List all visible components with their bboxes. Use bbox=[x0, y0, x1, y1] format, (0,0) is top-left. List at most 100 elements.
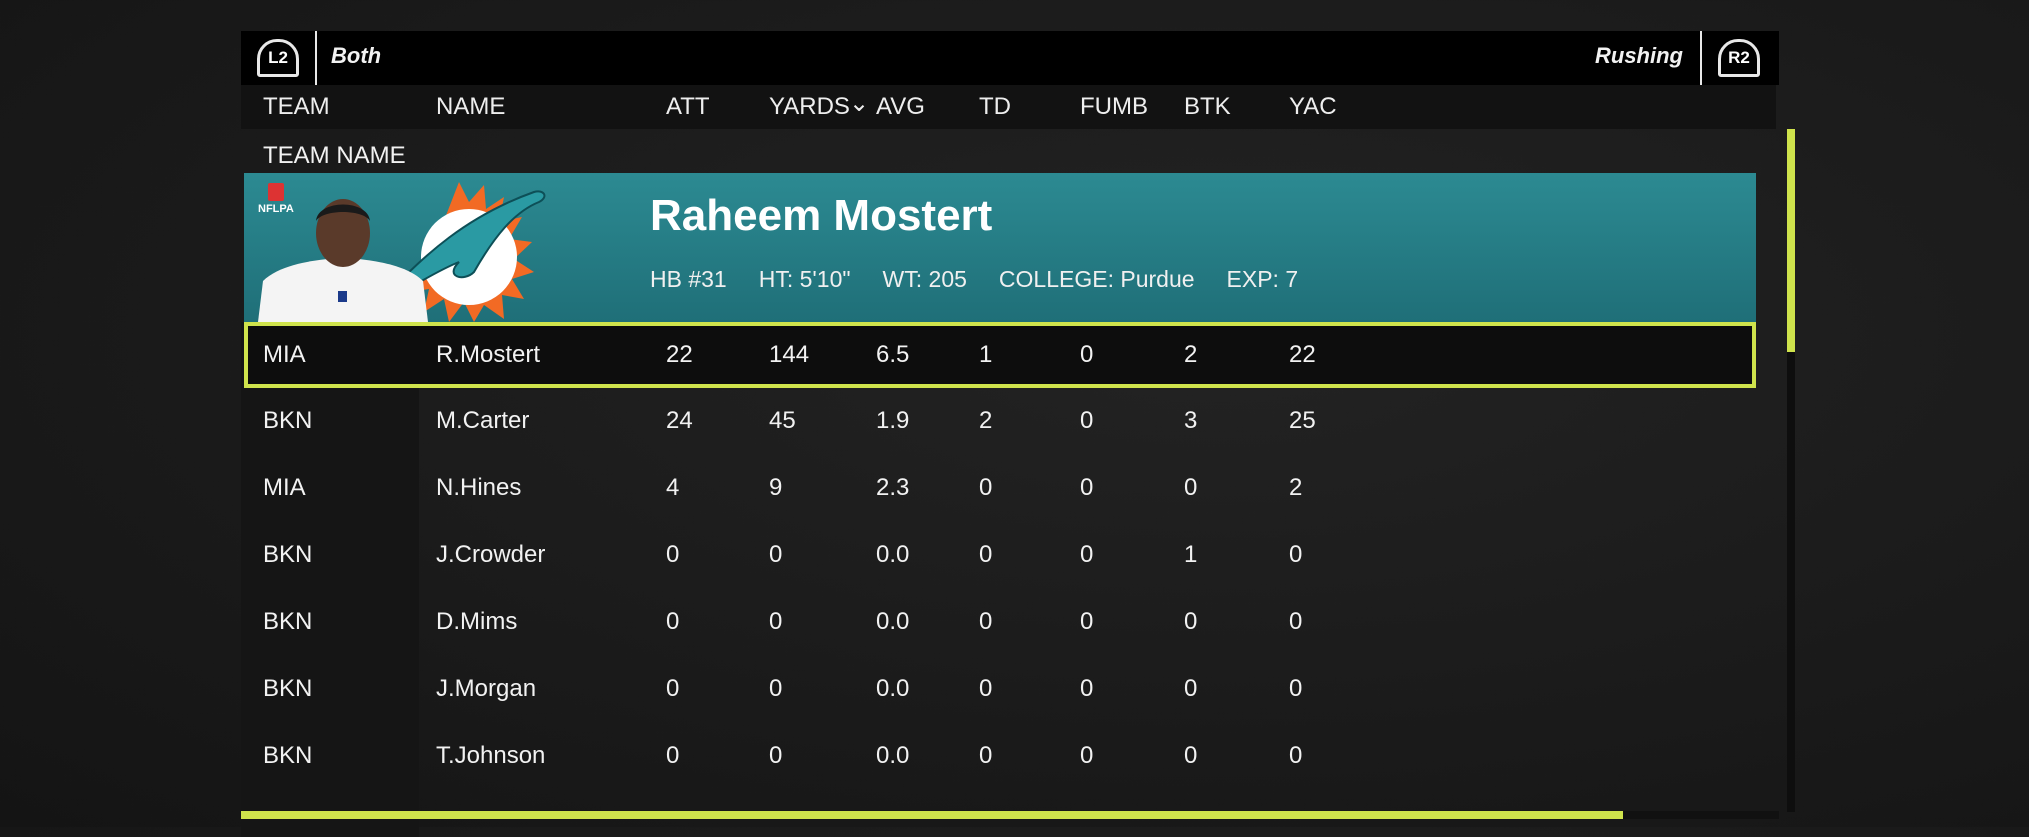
cell-td: 0 bbox=[979, 675, 993, 702]
cell-att: 0 bbox=[666, 742, 680, 769]
cell-team: MIA bbox=[263, 474, 306, 501]
dolphins-logo-icon bbox=[393, 182, 546, 322]
cell-team: BKN bbox=[263, 541, 313, 568]
cell-avg: 0.0 bbox=[876, 541, 910, 568]
player-college: COLLEGE: Purdue bbox=[998, 266, 1195, 292]
cell-btk: 3 bbox=[1184, 407, 1198, 434]
cell-td: 1 bbox=[979, 341, 993, 368]
l2-trigger-button[interactable]: L2 bbox=[257, 39, 299, 77]
cell-avg: 2.3 bbox=[876, 474, 910, 501]
column-header-att[interactable]: ATT bbox=[666, 93, 710, 120]
cell-fumb: 0 bbox=[1080, 675, 1094, 702]
cell-name: T.Johnson bbox=[436, 742, 546, 769]
cell-yards: 0 bbox=[769, 541, 783, 568]
cell-name: J.Crowder bbox=[436, 541, 546, 568]
player-weight: WT: 205 bbox=[882, 266, 967, 292]
cell-name: D.Mims bbox=[436, 608, 518, 635]
table-row[interactable]: BKN T.Johnson 0 0 0.0 0 0 0 0 bbox=[244, 724, 1756, 788]
cell-btk: 0 bbox=[1184, 608, 1198, 635]
cell-fumb: 0 bbox=[1080, 742, 1094, 769]
horizontal-scrollbar-track[interactable] bbox=[1623, 811, 1779, 819]
r2-trigger-button[interactable]: R2 bbox=[1718, 39, 1760, 77]
player-photo bbox=[258, 199, 428, 322]
column-header-name[interactable]: NAME bbox=[436, 93, 506, 120]
cell-td: 0 bbox=[979, 541, 993, 568]
player-experience: EXP: 7 bbox=[1226, 266, 1299, 292]
cell-yac: 2 bbox=[1289, 474, 1303, 501]
cell-yac: 0 bbox=[1289, 541, 1303, 568]
cell-yac: 0 bbox=[1289, 608, 1303, 635]
nflpa-text: NFLPA bbox=[258, 203, 294, 215]
cell-yards: 9 bbox=[769, 474, 783, 501]
group-label: TEAM NAME bbox=[263, 142, 406, 169]
divider bbox=[1700, 31, 1702, 85]
table-row[interactable]: BKN D.Mims 0 0 0.0 0 0 0 0 bbox=[244, 590, 1756, 654]
scrollbar-track[interactable] bbox=[1787, 352, 1795, 812]
player-banner: NFLPA Raheem Mostert HB #31 HT: 5'10" WT… bbox=[244, 173, 1756, 322]
horizontal-scrollbar-thumb[interactable] bbox=[241, 811, 1623, 819]
column-header-row: TEAM NAME ATT YARDS ⌄ AVG TD FUMB BTK YAC bbox=[241, 85, 1776, 129]
column-header-btk[interactable]: BTK bbox=[1184, 93, 1231, 120]
cell-team: BKN bbox=[263, 407, 313, 434]
cell-yards: 0 bbox=[769, 742, 783, 769]
cell-fumb: 0 bbox=[1080, 341, 1094, 368]
cell-att: 0 bbox=[666, 541, 680, 568]
category-label[interactable]: Rushing bbox=[1595, 43, 1683, 68]
cell-team: BKN bbox=[263, 608, 313, 635]
column-header-fumb[interactable]: FUMB bbox=[1080, 93, 1148, 120]
column-header-avg[interactable]: AVG bbox=[876, 93, 925, 120]
table-row[interactable]: MIA N.Hines 4 9 2.3 0 0 0 2 bbox=[244, 456, 1756, 520]
cell-team: BKN bbox=[263, 742, 313, 769]
cell-yac: 22 bbox=[1289, 341, 1316, 368]
cell-avg: 6.5 bbox=[876, 341, 910, 368]
cell-td: 0 bbox=[979, 474, 993, 501]
cell-att: 4 bbox=[666, 474, 680, 501]
cell-btk: 0 bbox=[1184, 742, 1198, 769]
divider bbox=[315, 31, 317, 85]
cell-yac: 0 bbox=[1289, 675, 1303, 702]
table-row[interactable]: BKN J.Crowder 0 0 0.0 0 0 1 0 bbox=[244, 523, 1756, 587]
cell-avg: 0.0 bbox=[876, 742, 910, 769]
cell-yards: 0 bbox=[769, 608, 783, 635]
cell-td: 2 bbox=[979, 407, 993, 434]
cell-btk: 1 bbox=[1184, 541, 1198, 568]
table-row[interactable]: BKN J.Morgan 0 0 0.0 0 0 0 0 bbox=[244, 657, 1756, 721]
cell-name: M.Carter bbox=[436, 407, 530, 434]
cell-yards: 144 bbox=[769, 341, 810, 368]
cell-fumb: 0 bbox=[1080, 541, 1094, 568]
table-row[interactable]: MIA R.Mostert 22 144 6.5 1 0 2 22 bbox=[244, 322, 1756, 388]
cell-yac: 0 bbox=[1289, 742, 1303, 769]
cell-team: MIA bbox=[263, 341, 306, 368]
column-header-td[interactable]: TD bbox=[979, 93, 1011, 120]
table-row[interactable]: BKN M.Carter 24 45 1.9 2 0 3 25 bbox=[244, 389, 1756, 453]
cell-yards: 0 bbox=[769, 675, 783, 702]
cell-fumb: 0 bbox=[1080, 608, 1094, 635]
cell-fumb: 0 bbox=[1080, 407, 1094, 434]
cell-name: R.Mostert bbox=[436, 341, 541, 368]
player-name: Raheem Mostert bbox=[650, 191, 993, 240]
nflpa-logo: NFLPA bbox=[258, 183, 294, 215]
cell-td: 0 bbox=[979, 608, 993, 635]
filter-label[interactable]: Both bbox=[331, 43, 382, 68]
cell-att: 0 bbox=[666, 608, 680, 635]
player-info: HB #31 HT: 5'10" WT: 205 COLLEGE: Purdue… bbox=[650, 266, 1298, 293]
cell-att: 24 bbox=[666, 407, 693, 434]
column-header-yards[interactable]: YARDS bbox=[769, 93, 850, 120]
column-header-yac[interactable]: YAC bbox=[1289, 93, 1337, 120]
player-position: HB #31 bbox=[650, 266, 727, 292]
cell-avg: 0.0 bbox=[876, 675, 910, 702]
cell-team: BKN bbox=[263, 675, 313, 702]
cell-yac: 25 bbox=[1289, 407, 1316, 434]
cell-att: 22 bbox=[666, 341, 693, 368]
cell-td: 0 bbox=[979, 742, 993, 769]
sort-desc-icon: ⌄ bbox=[849, 90, 870, 117]
cell-btk: 0 bbox=[1184, 675, 1198, 702]
column-header-team[interactable]: TEAM bbox=[263, 93, 330, 120]
scrollbar-thumb[interactable] bbox=[1787, 129, 1795, 352]
team-column-bg bbox=[241, 322, 419, 837]
cell-avg: 0.0 bbox=[876, 608, 910, 635]
cell-name: J.Morgan bbox=[436, 675, 537, 702]
cell-avg: 1.9 bbox=[876, 407, 910, 434]
filter-bar: L2 Both Rushing R2 bbox=[241, 31, 1779, 85]
cell-fumb: 0 bbox=[1080, 474, 1094, 501]
